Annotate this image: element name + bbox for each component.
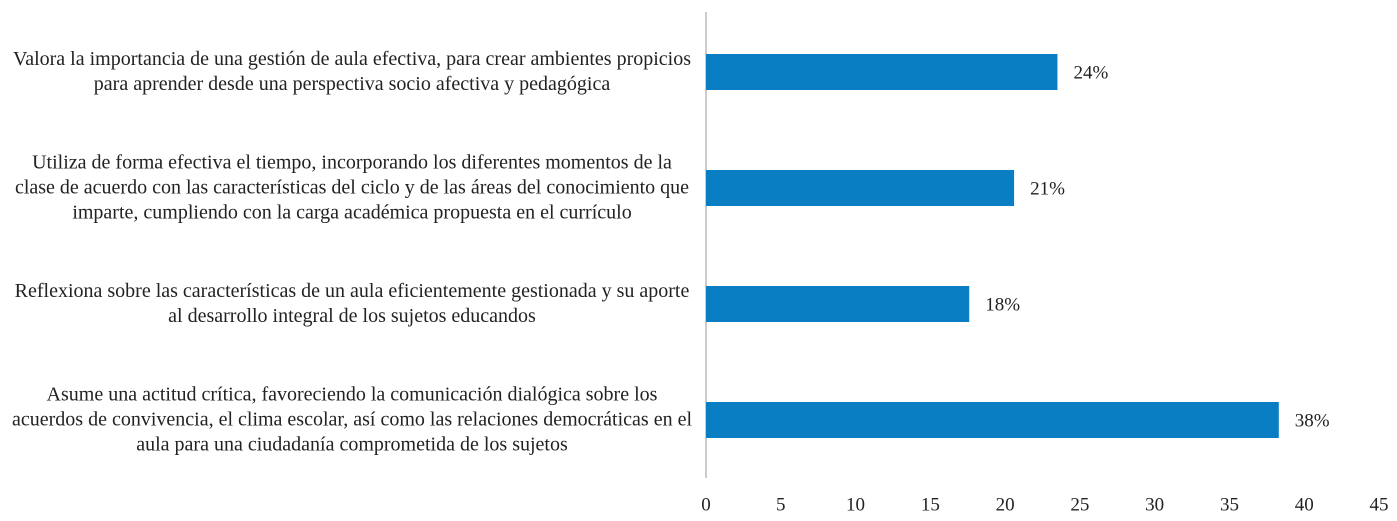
value-label: 38% (1295, 410, 1330, 431)
x-tick-label: 0 (701, 494, 711, 515)
x-tick-label: 25 (1070, 494, 1089, 515)
x-tick-label: 5 (776, 494, 786, 515)
x-tick-label: 45 (1370, 494, 1389, 515)
bar (706, 286, 970, 322)
x-tick-label: 30 (1145, 494, 1164, 515)
x-tick-label: 20 (996, 494, 1015, 515)
bar (706, 54, 1058, 90)
x-tick-label: 40 (1295, 494, 1314, 515)
category-label: Valora la importancia de una gestión de … (12, 48, 692, 95)
value-label: 21% (1030, 178, 1065, 199)
x-tick-label: 15 (921, 494, 940, 515)
value-label: 24% (1073, 62, 1108, 83)
category-label: Asume una actitud crítica, favoreciendo … (12, 383, 692, 456)
category-label: Reflexiona sobre las características de … (14, 280, 690, 327)
value-label: 18% (985, 294, 1020, 315)
x-tick-label: 35 (1220, 494, 1239, 515)
category-label: Utiliza de forma efectiva el tiempo, inc… (14, 151, 690, 224)
x-tick-label: 10 (846, 494, 865, 515)
bar (706, 170, 1015, 206)
bar (706, 402, 1279, 438)
